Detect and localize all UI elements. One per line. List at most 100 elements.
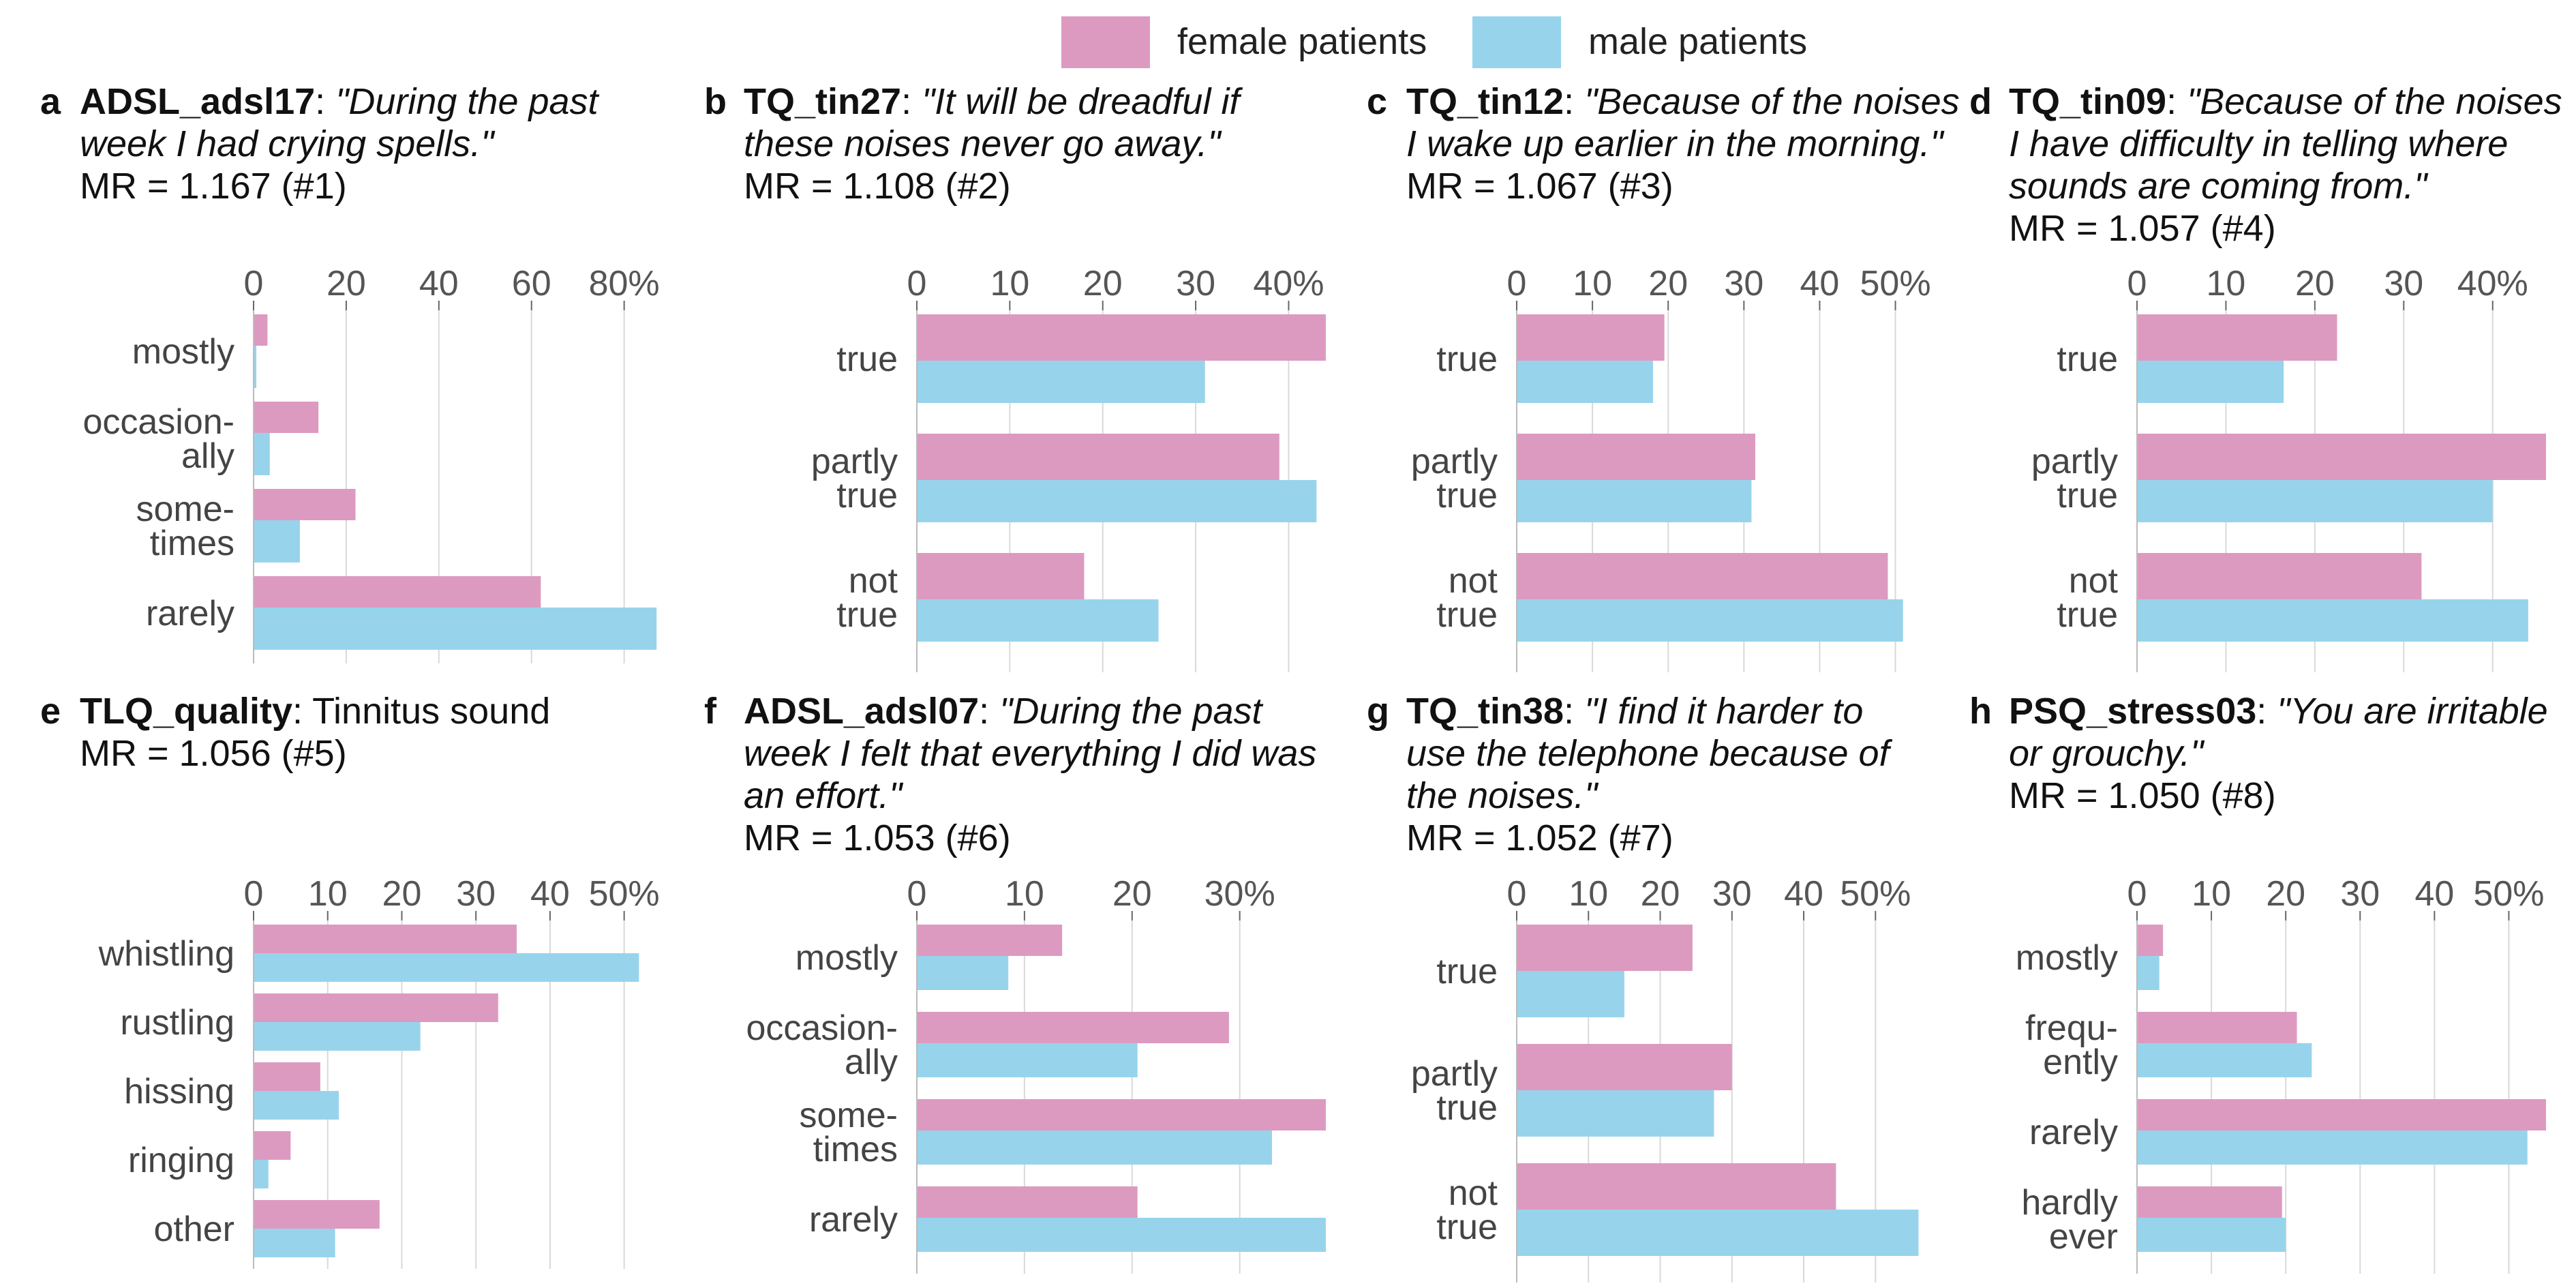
panel-letter: e <box>40 691 61 732</box>
category-label: not true <box>1436 1173 1498 1247</box>
x-tick-label: 40 <box>530 874 570 914</box>
category-label: mostly <box>2016 938 2118 978</box>
category-label: hardly ever <box>2021 1183 2118 1257</box>
x-tick-label: 20 <box>327 264 366 303</box>
category-label: true <box>1436 340 1498 379</box>
x-tick-label: 0 <box>244 264 264 303</box>
x-tick-label: 20 <box>1648 264 1688 303</box>
category-label: true <box>1436 952 1498 991</box>
panel-letter: c <box>1367 81 1388 122</box>
panel-variable: PSQ_stress03 <box>2009 691 2257 732</box>
panel-title: d TQ_tin09: "Because of the noises I have … <box>1969 80 2566 250</box>
x-tick-label: 30% <box>1204 874 1275 914</box>
bar-male <box>1517 599 1903 642</box>
panel-quote-line: I have difficulty in telling where <box>2009 123 2566 165</box>
x-tick-label: 30 <box>2340 874 2380 914</box>
x-tick-label: 10 <box>1573 264 1612 303</box>
panel-letter: h <box>1969 691 1992 732</box>
x-tick-label: 60 <box>512 264 551 303</box>
bar-female <box>1517 553 1888 599</box>
category-label: whistling <box>98 934 234 974</box>
panel-quote-text: Tinnitus sound <box>312 691 551 732</box>
bar-female <box>2137 1012 2297 1043</box>
category-label: rustling <box>120 1003 234 1043</box>
panel-mr: MR = 1.056 (#5) <box>80 733 347 774</box>
x-tick-label: 0 <box>2127 874 2147 914</box>
bar-female <box>1517 314 1665 361</box>
category-label: other <box>153 1210 234 1249</box>
panel-variable: TQ_tin27 <box>744 81 902 122</box>
panel-variable: TQ_tin38 <box>1406 691 1564 732</box>
panel-e: e TLQ_quality: Tinnitus sound MR = 1.056 (… <box>40 690 682 1272</box>
panel-quote-line: or grouchy." <box>2009 732 2566 775</box>
panel-quote-line: sounds are coming from." <box>2009 165 2566 207</box>
bar-male <box>917 1130 1273 1165</box>
x-tick-label: 0 <box>907 264 927 303</box>
panel-letter: f <box>704 691 716 732</box>
bar-female <box>2137 314 2337 361</box>
panel-mr: MR = 1.053 (#6) <box>744 818 1011 858</box>
panel-mr: MR = 1.067 (#3) <box>1406 166 1673 207</box>
bar-female <box>1517 434 1755 480</box>
bar-female <box>254 1200 380 1229</box>
x-tick-label: 40 <box>419 264 459 303</box>
panel-title: f ADSL_adsl07: "During the past week I fel… <box>704 690 1346 859</box>
category-label: some-times <box>136 490 234 563</box>
bar-male <box>1517 971 1624 1017</box>
x-tick-label: 50% <box>2473 874 2544 914</box>
x-tick-label: 10 <box>2192 874 2231 914</box>
panel-mr: MR = 1.167 (#1) <box>80 166 347 207</box>
x-tick-label: 30 <box>1724 264 1763 303</box>
bar-male <box>254 346 257 388</box>
panel-title: g TQ_tin38: "I find it harder to use the t… <box>1367 690 1946 859</box>
bar-female <box>917 1012 1229 1043</box>
panel-quote-text: "During the past <box>335 81 598 122</box>
x-tick-label: 80% <box>589 264 660 303</box>
bar-male <box>1517 480 1752 522</box>
panel-quote-line: week I felt that everything I did was <box>744 732 1346 775</box>
panel-title: c TQ_tin12: "Because of the noises I wake … <box>1367 80 1960 207</box>
x-tick-label: 10 <box>308 874 348 914</box>
bar-female <box>2137 1186 2282 1218</box>
panel-quote-line: an effort." <box>744 775 1346 817</box>
panel-title: h PSQ_stress03: "You are irritable or grou… <box>1969 690 2566 817</box>
panel-mr: MR = 1.108 (#2) <box>744 166 1011 207</box>
category-label: partly true <box>811 442 898 515</box>
panel-quote-text: I wake up earlier in the morning." <box>1406 123 1943 164</box>
bar-male <box>2137 1043 2312 1077</box>
legend-label-female: female patients <box>1177 21 1427 62</box>
panel-quote-text: use the telephone because of <box>1406 733 1890 774</box>
bar-female <box>917 553 1085 599</box>
panel-quote-line: I wake up earlier in the morning." <box>1406 123 1946 165</box>
category-label: occasion-ally <box>82 402 234 476</box>
x-tick-label: 0 <box>244 874 264 914</box>
category-label: not true <box>836 561 898 635</box>
x-tick-label: 10 <box>1005 874 1044 914</box>
category-label: true <box>2057 340 2118 379</box>
category-label: occasion-ally <box>746 1008 898 1082</box>
panel-variable-and-quote: TLQ_quality: Tinnitus sound <box>80 691 551 732</box>
bar-male <box>917 599 1159 642</box>
panel-quote-text: week I had crying spells." <box>80 123 494 164</box>
bar-female <box>2137 434 2546 480</box>
category-label: mostly <box>132 332 234 372</box>
panel-variable: TQ_tin12 <box>1406 81 1564 122</box>
panel-quote-line: these noises never go away." <box>744 123 1346 165</box>
bar-male <box>917 1218 1326 1252</box>
bar-female <box>2137 1099 2546 1130</box>
plot-area: 0 10 20 30 40 50% true partly true not true <box>1411 264 1931 672</box>
panel-quote-text: "You are irritable <box>2277 691 2548 732</box>
panel-c: c TQ_tin12: "Because of the noises I wake … <box>1367 80 1960 675</box>
x-tick-label: 20 <box>2295 264 2335 303</box>
x-tick-label: 10 <box>2207 264 2246 303</box>
panel-f: f ADSL_adsl07: "During the past week I fel… <box>704 690 1346 1276</box>
plot-area: 0 10 20 30% mostly occasion-ally some-times rar… <box>746 874 1326 1274</box>
x-tick-label: 30 <box>1176 264 1215 303</box>
bar-female <box>1517 1044 1732 1090</box>
panel-variable-and-quote: ADSL_adsl17: "During the past <box>80 81 598 122</box>
panel-variable-and-quote: ADSL_adsl07: "During the past <box>744 691 1262 732</box>
bar-female <box>254 489 356 520</box>
panel-variable: ADSL_adsl17 <box>80 81 316 122</box>
legend-label-male: male patients <box>1588 21 1808 62</box>
panel-a: a ADSL_adsl17: "During the past week I had… <box>40 80 682 666</box>
